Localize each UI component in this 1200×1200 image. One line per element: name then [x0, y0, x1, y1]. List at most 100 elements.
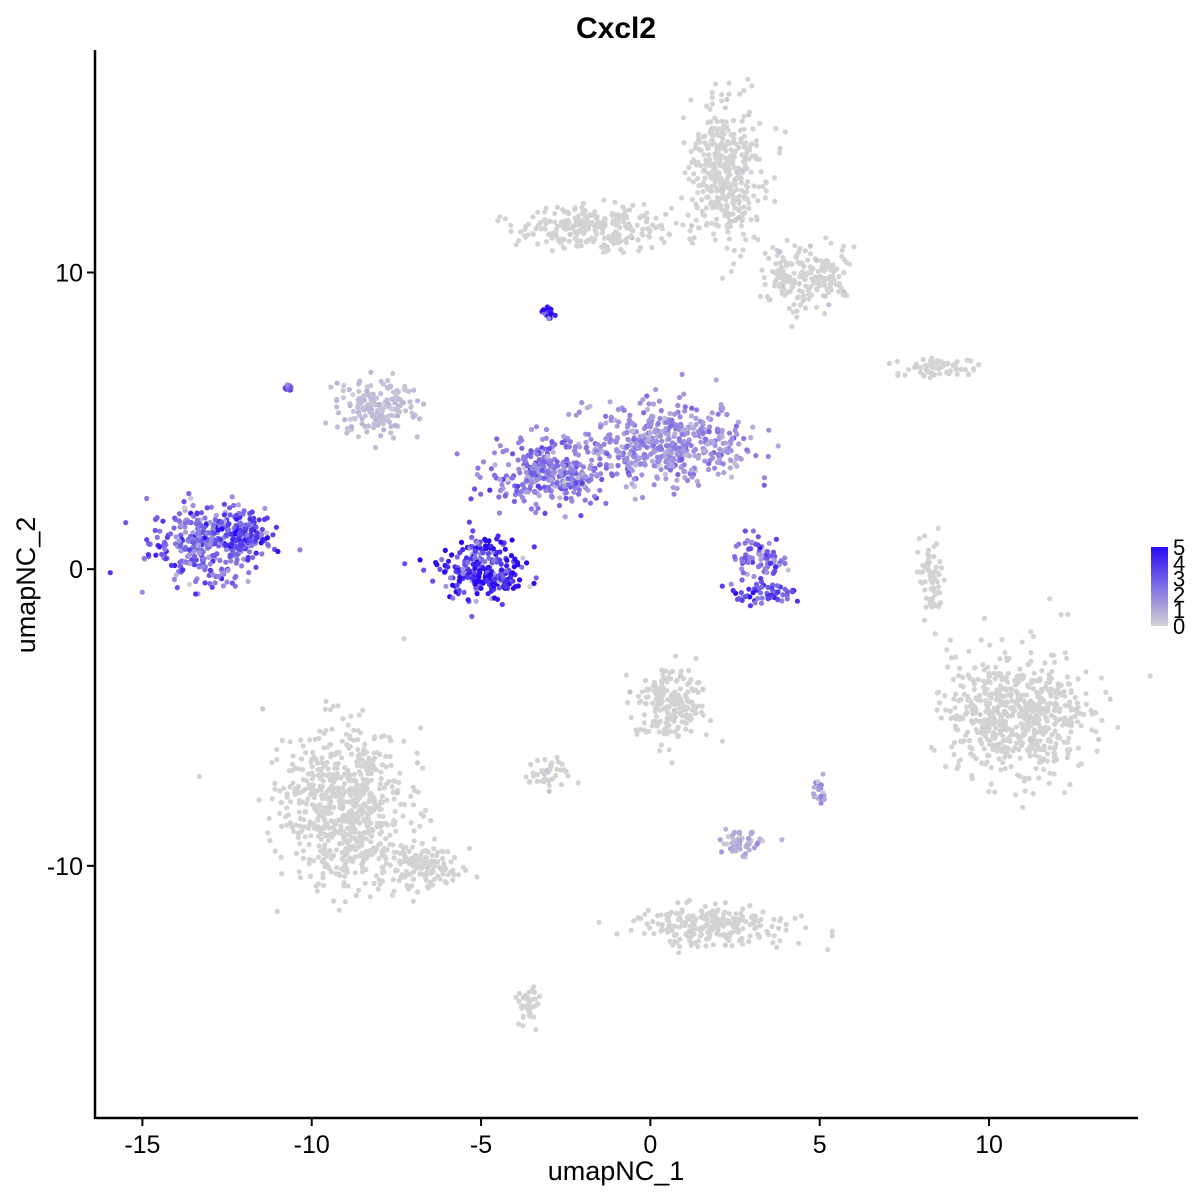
data-point — [523, 489, 529, 495]
data-point — [211, 530, 217, 536]
data-point — [642, 911, 648, 917]
data-point — [357, 730, 364, 736]
data-point — [188, 495, 194, 501]
data-point — [686, 668, 692, 674]
data-point — [393, 868, 399, 874]
data-point — [352, 785, 358, 791]
data-point — [624, 455, 630, 461]
data-point — [738, 590, 744, 596]
data-point — [773, 536, 780, 542]
data-point — [739, 566, 745, 572]
data-point — [576, 444, 583, 450]
data-point — [413, 857, 419, 863]
data-point — [523, 469, 530, 475]
data-point — [1033, 713, 1039, 719]
data-point — [349, 835, 355, 841]
data-point — [379, 848, 385, 855]
data-point — [494, 436, 500, 442]
data-point — [573, 412, 579, 418]
data-point — [672, 938, 678, 945]
data-point — [228, 558, 234, 564]
data-point — [355, 796, 361, 803]
data-point — [466, 845, 472, 852]
data-point — [535, 209, 541, 215]
data-point — [186, 547, 193, 553]
data-point — [190, 513, 197, 519]
data-point — [667, 728, 674, 734]
data-point — [602, 235, 608, 241]
data-point — [336, 749, 342, 755]
data-point — [309, 764, 315, 770]
data-point — [207, 561, 213, 567]
data-point — [225, 567, 231, 574]
data-point — [1052, 753, 1058, 759]
data-point — [515, 562, 521, 568]
data-point — [300, 848, 306, 854]
data-point — [649, 723, 655, 729]
data-point — [314, 788, 320, 794]
data-point — [997, 694, 1003, 700]
data-point — [387, 832, 393, 838]
data-point — [300, 743, 306, 749]
data-point — [727, 156, 733, 162]
data-point — [979, 730, 985, 736]
data-point — [246, 549, 253, 555]
data-point — [756, 184, 762, 190]
data-point — [612, 199, 618, 205]
data-point — [326, 825, 332, 831]
data-point — [678, 424, 684, 430]
data-point — [740, 231, 747, 237]
data-point — [1007, 753, 1013, 759]
data-point — [352, 416, 358, 422]
data-point — [1088, 707, 1094, 714]
data-point — [774, 944, 780, 950]
data-point — [736, 208, 742, 214]
data-point — [964, 694, 971, 700]
data-point — [174, 585, 180, 591]
data-point — [346, 778, 353, 784]
data-point — [706, 933, 713, 939]
data-point — [480, 565, 486, 572]
data-point — [714, 426, 721, 432]
data-point — [731, 261, 737, 267]
data-point — [350, 801, 356, 807]
data-point — [746, 847, 752, 853]
data-point — [356, 388, 362, 394]
data-point — [1051, 707, 1058, 714]
data-point — [719, 738, 726, 744]
data-point — [744, 447, 750, 453]
data-point — [601, 197, 607, 203]
data-point — [391, 796, 397, 802]
data-point — [636, 248, 642, 254]
data-point — [376, 877, 382, 883]
data-point — [1020, 804, 1026, 811]
data-point — [1036, 691, 1042, 697]
data-point — [732, 427, 738, 433]
data-point — [828, 276, 834, 282]
data-point — [598, 443, 604, 450]
data-point — [202, 580, 208, 586]
data-point — [233, 573, 239, 580]
data-point — [782, 555, 788, 561]
data-point — [714, 216, 720, 222]
data-point — [711, 231, 717, 237]
data-point — [649, 244, 655, 251]
data-point — [141, 555, 147, 562]
data-point — [483, 545, 489, 552]
data-point — [487, 487, 493, 493]
data-point — [631, 483, 637, 489]
data-point — [651, 482, 657, 488]
data-point — [718, 141, 724, 147]
data-point — [651, 931, 657, 937]
data-point — [327, 802, 333, 808]
data-point — [355, 737, 361, 743]
data-point — [636, 443, 642, 449]
data-point — [1078, 723, 1084, 729]
data-point — [340, 785, 346, 791]
data-point — [336, 871, 342, 877]
data-point — [1033, 738, 1039, 744]
data-point — [334, 380, 340, 386]
data-point — [758, 579, 765, 585]
data-point — [1019, 639, 1025, 645]
data-point — [650, 918, 656, 925]
